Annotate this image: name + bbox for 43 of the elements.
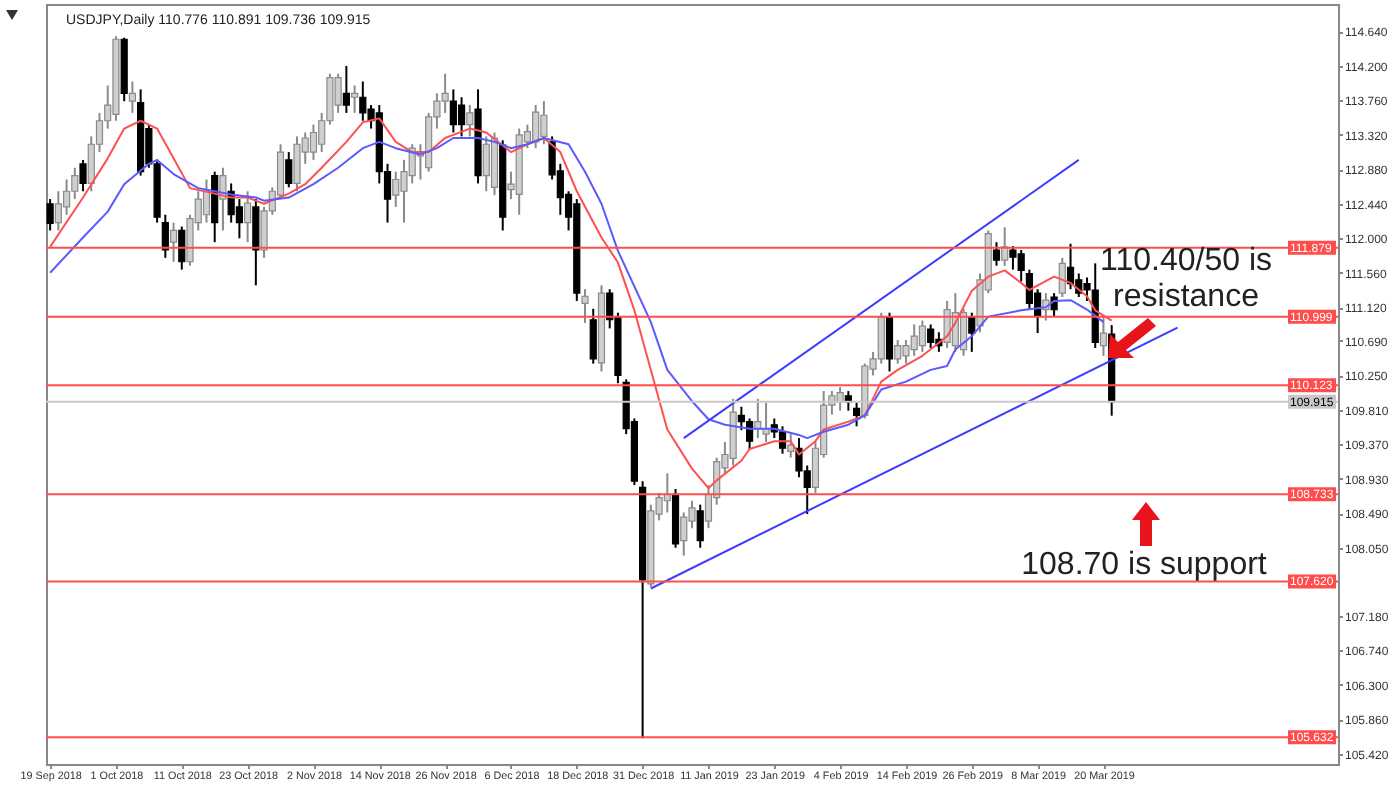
candlestick bbox=[219, 166, 227, 232]
candlestick bbox=[680, 511, 688, 557]
candlestick bbox=[918, 319, 927, 353]
candlestick bbox=[746, 417, 754, 451]
candlestick bbox=[252, 198, 260, 287]
annotation: 110.40/50 is resistance bbox=[1100, 244, 1272, 314]
candlestick bbox=[285, 151, 293, 189]
candlestick bbox=[46, 198, 54, 232]
candlestick bbox=[309, 123, 318, 161]
candlestick bbox=[581, 288, 589, 324]
candlestick bbox=[293, 135, 301, 193]
candlestick bbox=[351, 84, 359, 114]
candlestick bbox=[244, 190, 252, 244]
candlestick bbox=[1058, 256, 1066, 299]
candlestick bbox=[79, 158, 87, 193]
candlestick bbox=[457, 96, 466, 138]
candlestick bbox=[334, 72, 342, 114]
candlestick bbox=[927, 323, 935, 349]
candlestick bbox=[342, 64, 350, 114]
candlestick bbox=[482, 135, 490, 193]
candlestick bbox=[540, 100, 548, 146]
candlestick bbox=[787, 433, 795, 459]
candlestick bbox=[992, 241, 1001, 267]
candlestick bbox=[128, 80, 137, 114]
candlestick bbox=[466, 104, 474, 138]
candlestick bbox=[910, 323, 918, 357]
candlestick bbox=[235, 198, 243, 240]
candlestick bbox=[885, 311, 894, 373]
candlestick bbox=[532, 104, 540, 150]
annotation: 108.70 is support bbox=[1021, 548, 1268, 582]
candlestick bbox=[696, 503, 704, 549]
candlestick bbox=[1099, 315, 1108, 357]
candlestick bbox=[877, 311, 885, 365]
candlestick bbox=[392, 170, 400, 208]
candlestick bbox=[169, 221, 178, 263]
candlestick bbox=[178, 225, 186, 271]
candlestick bbox=[852, 401, 861, 428]
candlestick bbox=[54, 190, 62, 232]
candlestick bbox=[589, 307, 597, 365]
candlestick bbox=[62, 178, 71, 216]
candlestick bbox=[359, 80, 367, 122]
candlestick bbox=[894, 339, 902, 365]
candlestick bbox=[449, 88, 457, 134]
